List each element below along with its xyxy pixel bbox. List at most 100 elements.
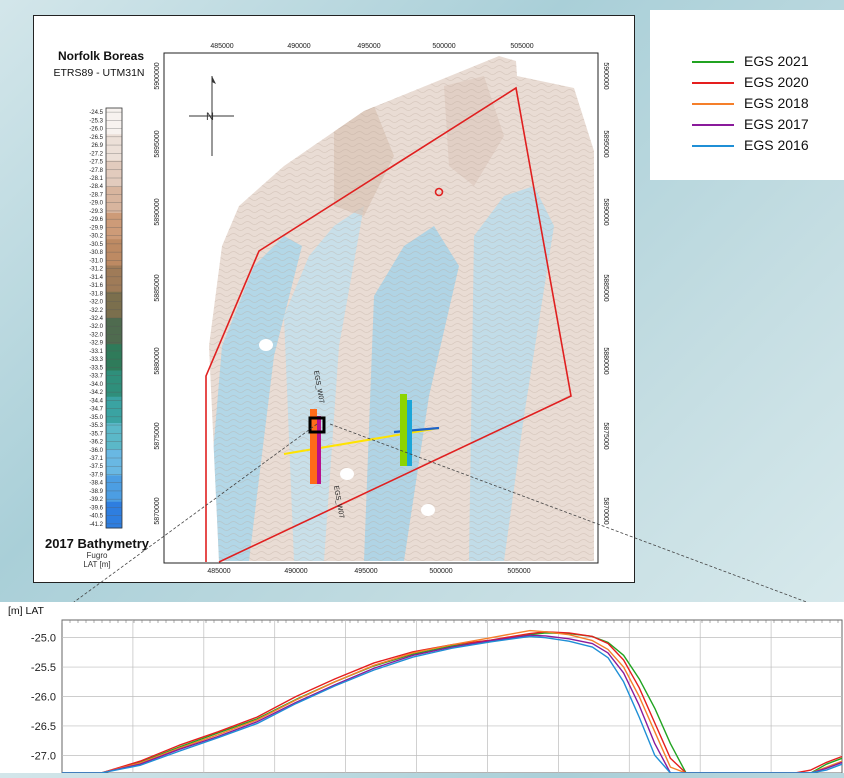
colorbar-unit: LAT [m] xyxy=(83,560,110,569)
colorbar-segment xyxy=(106,265,122,293)
colorbar-segment xyxy=(106,239,122,266)
y-tick-label: 5880000 xyxy=(154,347,161,374)
colorbar-label: -33.7 xyxy=(89,374,103,380)
colorbar-label: -34.7 xyxy=(89,407,103,413)
red-marker xyxy=(434,187,444,197)
y-tick-label: 5895000 xyxy=(154,130,161,157)
colorbar-label: -31.2 xyxy=(89,267,103,273)
x-tick-label: 495000 xyxy=(354,568,377,575)
y-tick-label: -26.0 xyxy=(31,692,56,704)
legend-label: EGS 2017 xyxy=(744,116,809,132)
colorbar-label: -29.3 xyxy=(89,209,103,215)
map-title: Norfolk Boreas xyxy=(58,49,144,63)
legend-item: EGS 2017 xyxy=(692,115,842,135)
colorbar-label: -40.5 xyxy=(89,514,103,520)
y-tick-label: 5875000 xyxy=(154,422,161,449)
map-frame: Norfolk Boreas ETRS89 - UTM31N -24.5 -25.… xyxy=(33,15,635,583)
x-axis-bottom: 485000 490000 495000 500000 505000 xyxy=(207,568,530,575)
legend-label: EGS 2020 xyxy=(744,74,809,90)
y-tick-label: -25.0 xyxy=(31,633,56,645)
legend-item: EGS 2021 xyxy=(692,52,842,72)
svg-text:N: N xyxy=(206,111,214,123)
colorbar-segment xyxy=(106,213,122,240)
colorbar-label: -34.4 xyxy=(89,398,103,404)
y-axis-right: 5900000 5895000 5890000 5885000 5880000 58750… xyxy=(602,62,609,524)
legend-swatch xyxy=(692,103,734,105)
colorbar-segment xyxy=(106,108,122,135)
colorbar-label: -35.7 xyxy=(89,431,103,437)
colorbar-label: -41.2 xyxy=(89,522,103,528)
north-arrow-icon: N xyxy=(189,76,234,156)
colorbar-label: -35.3 xyxy=(89,423,103,429)
data-gap xyxy=(340,468,354,480)
x-tick-label: 490000 xyxy=(284,568,307,575)
y-tick-label: 5870000 xyxy=(154,497,161,524)
colorbar-label: -27.8 xyxy=(89,168,103,174)
colorbar-title: 2017 Bathymetry xyxy=(45,536,150,551)
colorbar-label: -29.9 xyxy=(89,225,103,231)
colorbar-label: 26.9 xyxy=(91,143,103,149)
colorbar-segment xyxy=(106,501,122,529)
x-tick-label: 485000 xyxy=(207,568,230,575)
map-svg[interactable]: Norfolk Boreas ETRS89 - UTM31N -24.5 -25.… xyxy=(34,16,634,582)
legend-item: EGS 2018 xyxy=(692,94,842,114)
colorbar-segment xyxy=(106,318,122,345)
profile-y-axis: -25.0 -25.5 -26.0 -26.5 -27.0 xyxy=(31,633,56,763)
y-tick-label: 5890000 xyxy=(154,198,161,225)
legend-swatch xyxy=(692,124,734,126)
colorbar-segment xyxy=(106,475,122,503)
colorbar-label: -29.0 xyxy=(89,201,103,207)
colorbar-segment xyxy=(106,186,122,214)
colorbar-label: -27.2 xyxy=(89,151,103,157)
x-tick-label: 490000 xyxy=(287,43,310,50)
y-tick-label: -25.5 xyxy=(31,662,56,674)
colorbar-label: -32.2 xyxy=(89,308,103,314)
colorbar-label: -39.2 xyxy=(89,497,103,503)
y-axis-left: 5900000 5895000 5890000 5885000 5880000 58750… xyxy=(154,62,161,524)
colorbar-label: -29.6 xyxy=(89,217,103,223)
colorbar-label: -36.0 xyxy=(89,448,103,454)
colorbar-label: -33.1 xyxy=(89,349,103,355)
profile-panel: [m] LAT -25.0 -25.5 -26.0 -26.5 -27.0 xyxy=(0,602,844,774)
colorbar-label: -39.6 xyxy=(89,505,103,511)
legend-swatch xyxy=(692,145,734,147)
y-tick-label: -26.5 xyxy=(31,721,56,733)
colorbar-label: -37.5 xyxy=(89,464,103,470)
x-tick-label: 485000 xyxy=(210,43,233,50)
colorbar-label: -33.3 xyxy=(89,357,103,363)
colorbar-label: -37.9 xyxy=(89,472,103,478)
colorbar-label: -38.4 xyxy=(89,481,103,487)
data-gap xyxy=(259,339,273,351)
data-gap xyxy=(421,504,435,516)
colorbar-label: -34.0 xyxy=(89,382,103,388)
colorbar-segment xyxy=(106,423,122,450)
legend-swatch xyxy=(692,61,734,63)
colorbar-label: -31.8 xyxy=(89,291,103,297)
colorbar-label: -38.9 xyxy=(89,489,103,495)
colorbar-segment xyxy=(106,134,122,161)
legend-label: EGS 2016 xyxy=(744,137,809,153)
colorbar-label: -25.3 xyxy=(89,118,103,124)
map-crs: ETRS89 - UTM31N xyxy=(53,67,144,79)
colorbar-label: -32.9 xyxy=(89,341,103,347)
legend-item: EGS 2016 xyxy=(692,136,842,156)
y-tick-label: 5900000 xyxy=(602,62,609,89)
colorbar-label: -31.4 xyxy=(89,275,103,281)
y-tick-label: 5885000 xyxy=(602,274,609,301)
colorbar-label: -27.5 xyxy=(89,160,103,166)
colorbar-label: -28.7 xyxy=(89,192,103,198)
colorbar-label: -35.0 xyxy=(89,415,103,421)
x-tick-label: 505000 xyxy=(510,43,533,50)
y-tick-label: -27.0 xyxy=(31,750,56,762)
profile-chart[interactable]: [m] LAT -25.0 -25.5 -26.0 -26.5 -27.0 xyxy=(0,602,844,774)
y-tick-label: 5890000 xyxy=(602,198,609,225)
legend-label: EGS 2018 xyxy=(744,95,809,111)
y-tick-label: 5900000 xyxy=(154,62,161,89)
colorbar-label: -34.2 xyxy=(89,390,103,396)
colorbar-segment xyxy=(106,449,122,476)
x-tick-label: 500000 xyxy=(432,43,455,50)
survey-strip xyxy=(317,416,321,484)
y-tick-label: 5870000 xyxy=(602,497,609,524)
legend-swatch xyxy=(692,82,734,84)
colorbar-label: -30.5 xyxy=(89,242,103,248)
